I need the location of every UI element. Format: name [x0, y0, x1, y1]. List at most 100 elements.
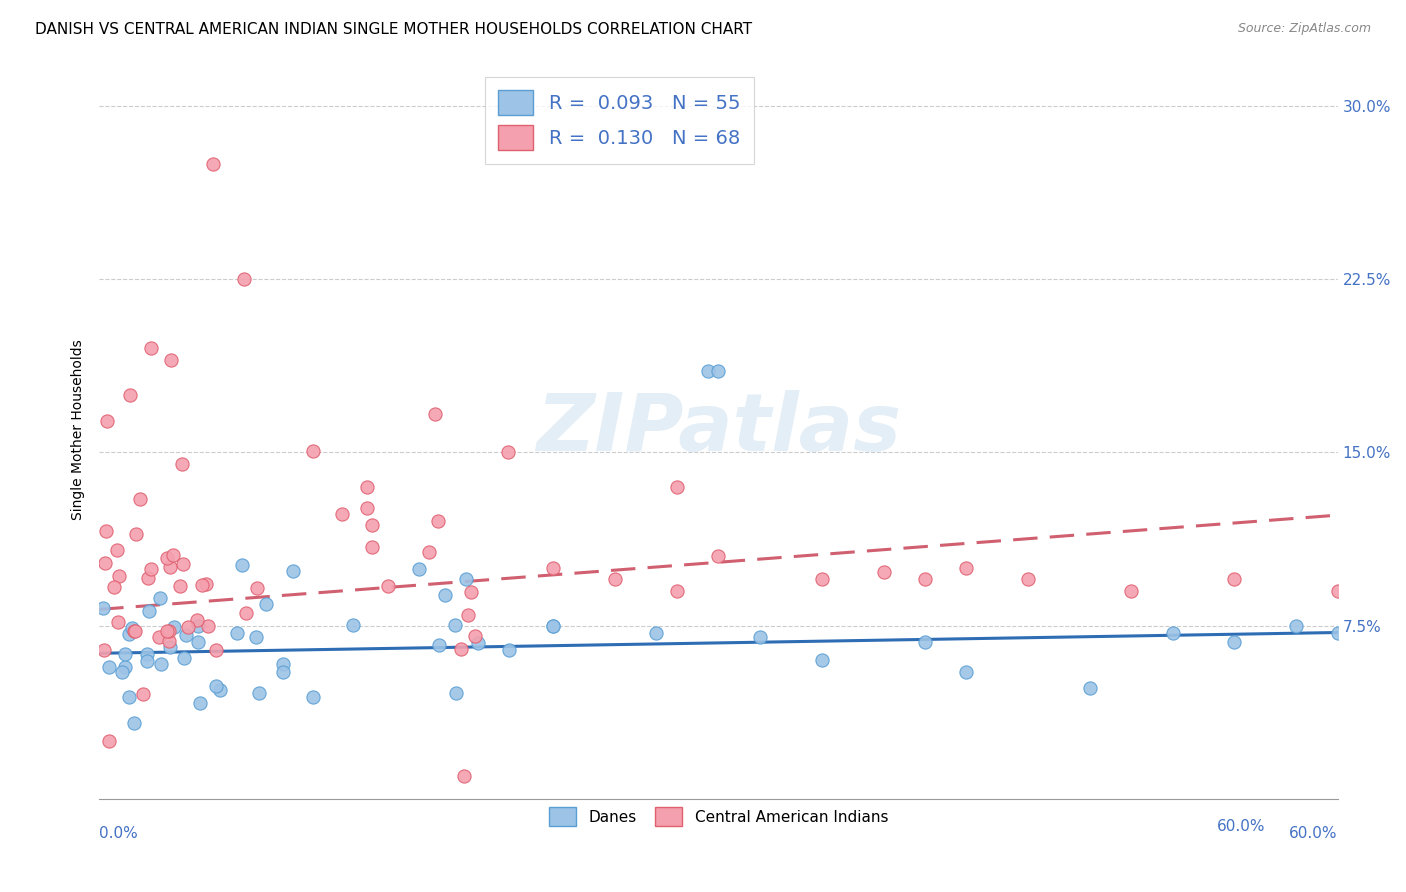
- Point: [136, 654, 159, 668]
- Point: [408, 562, 430, 576]
- Point: [246, 582, 269, 596]
- Point: [444, 618, 467, 632]
- Point: [107, 615, 129, 629]
- Point: [356, 501, 378, 516]
- Point: [541, 618, 564, 632]
- Point: [163, 620, 186, 634]
- Point: [105, 543, 128, 558]
- Point: [433, 588, 456, 602]
- Text: 60.0%: 60.0%: [1218, 819, 1265, 834]
- Point: [914, 573, 936, 587]
- Point: [173, 650, 195, 665]
- Point: [170, 457, 193, 471]
- Point: [139, 342, 162, 356]
- Point: [498, 643, 520, 657]
- Point: [1078, 681, 1101, 695]
- Point: [444, 686, 467, 700]
- Point: [132, 687, 155, 701]
- Point: [231, 558, 253, 572]
- Point: [120, 387, 142, 401]
- Point: [427, 638, 450, 652]
- Point: [748, 630, 770, 644]
- Text: 60.0%: 60.0%: [1289, 826, 1337, 840]
- Point: [186, 614, 208, 628]
- Point: [453, 769, 475, 783]
- Point: [201, 156, 224, 170]
- Point: [139, 562, 162, 576]
- Point: [129, 491, 152, 506]
- Point: [707, 549, 730, 564]
- Point: [191, 578, 214, 592]
- Point: [205, 679, 228, 693]
- Point: [149, 591, 172, 605]
- Point: [205, 642, 228, 657]
- Point: [124, 624, 146, 638]
- Point: [138, 604, 160, 618]
- Point: [605, 573, 627, 587]
- Point: [157, 633, 180, 648]
- Point: [281, 564, 304, 578]
- Point: [188, 696, 211, 710]
- Point: [460, 585, 482, 599]
- Point: [136, 647, 159, 661]
- Point: [96, 414, 118, 428]
- Point: [232, 272, 254, 286]
- Point: [464, 629, 486, 643]
- Y-axis label: Single Mother Households: Single Mother Households: [72, 339, 86, 519]
- Point: [254, 597, 277, 611]
- Point: [108, 569, 131, 583]
- Point: [159, 640, 181, 654]
- Point: [955, 665, 977, 679]
- Point: [697, 364, 720, 378]
- Point: [467, 636, 489, 650]
- Point: [427, 515, 450, 529]
- Text: DANISH VS CENTRAL AMERICAN INDIAN SINGLE MOTHER HOUSEHOLDS CORRELATION CHART: DANISH VS CENTRAL AMERICAN INDIAN SINGLE…: [35, 22, 752, 37]
- Point: [149, 657, 172, 672]
- Point: [174, 627, 197, 641]
- Point: [810, 573, 832, 587]
- Point: [1326, 583, 1348, 598]
- Point: [1223, 634, 1246, 648]
- Point: [122, 716, 145, 731]
- Point: [645, 625, 668, 640]
- Point: [872, 566, 894, 580]
- Point: [197, 619, 219, 633]
- Point: [136, 572, 159, 586]
- Point: [247, 685, 270, 699]
- Point: [177, 620, 200, 634]
- Point: [418, 545, 440, 559]
- Point: [1121, 583, 1143, 598]
- Point: [271, 665, 294, 679]
- Point: [498, 445, 520, 459]
- Point: [342, 618, 364, 632]
- Point: [707, 364, 730, 378]
- Point: [666, 480, 689, 494]
- Point: [169, 579, 191, 593]
- Point: [914, 634, 936, 648]
- Point: [1161, 625, 1184, 640]
- Point: [114, 659, 136, 673]
- Point: [450, 642, 472, 657]
- Point: [159, 624, 181, 638]
- Point: [160, 352, 183, 367]
- Point: [93, 643, 115, 657]
- Point: [271, 657, 294, 671]
- Point: [94, 556, 117, 570]
- Point: [330, 507, 353, 521]
- Point: [156, 624, 179, 639]
- Point: [121, 621, 143, 635]
- Point: [377, 579, 399, 593]
- Point: [1223, 573, 1246, 587]
- Point: [118, 626, 141, 640]
- Point: [1017, 573, 1039, 587]
- Point: [114, 647, 136, 661]
- Point: [125, 527, 148, 541]
- Point: [91, 600, 114, 615]
- Point: [245, 630, 267, 644]
- Point: [1326, 625, 1348, 640]
- Point: [225, 626, 247, 640]
- Point: [162, 548, 184, 562]
- Text: ZIPatlas: ZIPatlas: [536, 390, 901, 468]
- Point: [94, 524, 117, 538]
- Point: [97, 659, 120, 673]
